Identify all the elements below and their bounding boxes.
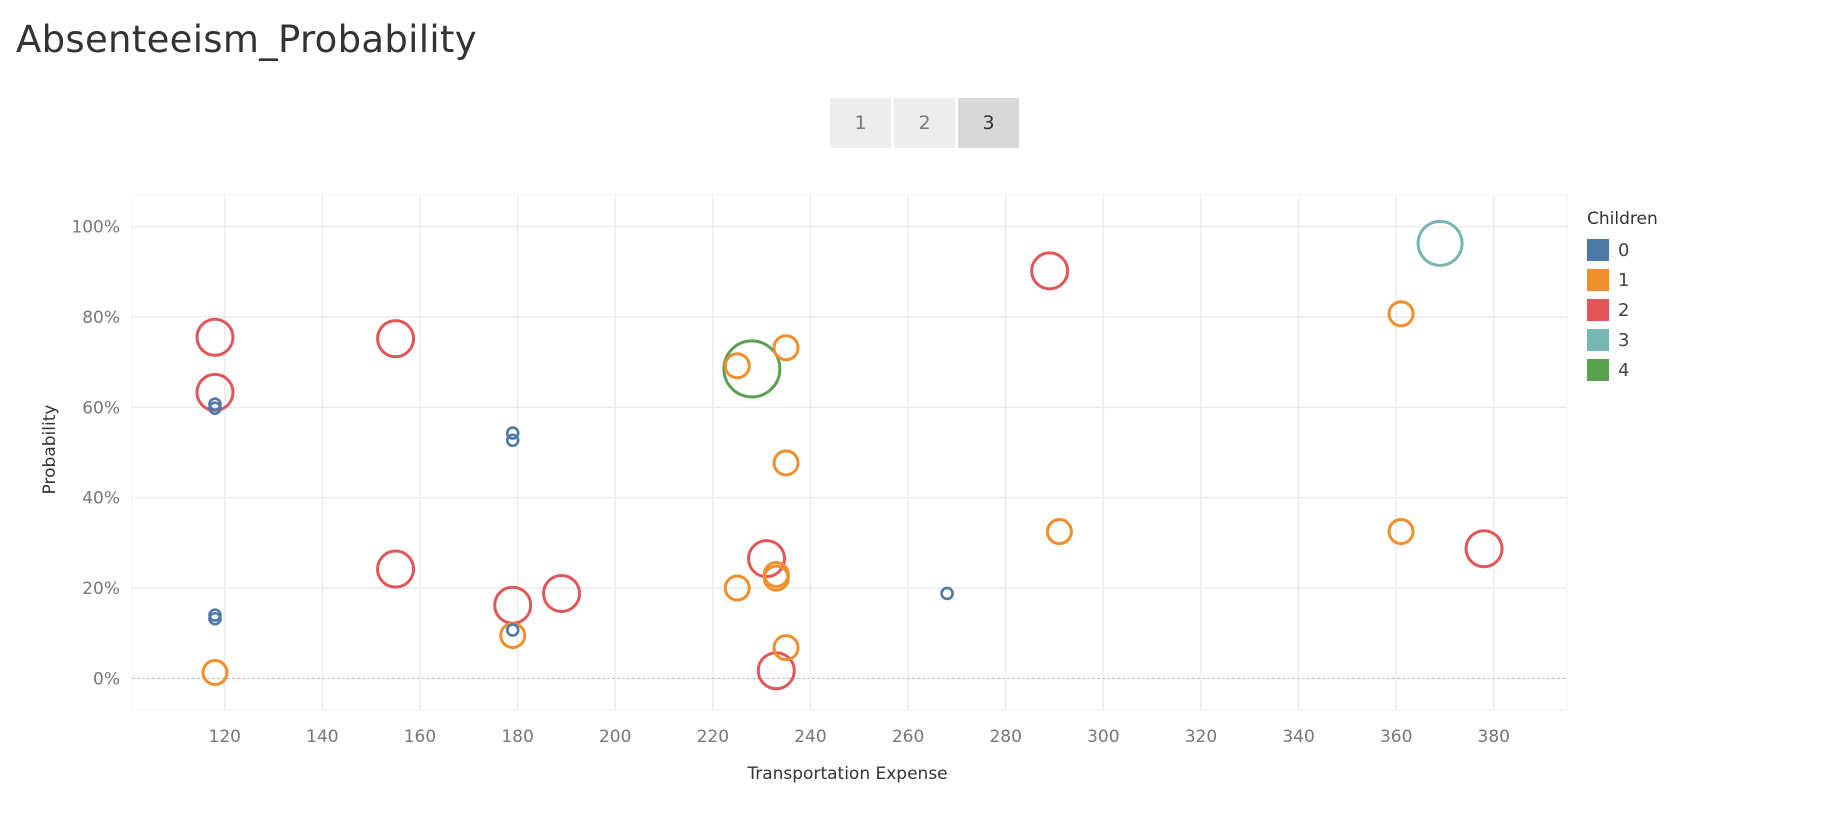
legend-item-2[interactable]: 2 [1587,295,1658,325]
data-point [772,634,800,662]
data-point [505,433,520,448]
data-point [201,659,229,687]
data-point [505,623,520,637]
x-tick-label: 200 [599,727,631,747]
x-tick-label: 320 [1185,727,1217,747]
data-point [722,339,782,399]
y-tick-label: 20% [82,579,120,599]
y-tick-label: 0% [93,669,120,689]
data-point [772,334,800,362]
x-tick-label: 240 [794,727,826,747]
data-point [542,573,582,613]
data-point [505,426,520,440]
legend-label-2: 2 [1618,299,1630,321]
legend-swatch-4 [1587,359,1609,381]
legend-label-3: 3 [1618,329,1630,351]
x-tick-label: 360 [1380,727,1412,747]
legend-title: Children [1587,209,1658,229]
page-title: Absenteeism_Probability [16,18,477,61]
data-point [1416,219,1464,267]
data-point [940,586,954,601]
y-tick-label: 60% [82,398,120,418]
legend-label-4: 4 [1618,359,1630,381]
legend: Children 0 1 2 3 4 [1587,209,1658,385]
data-point [1464,529,1504,569]
x-tick-label: 340 [1282,727,1314,747]
legend-swatch-3 [1587,329,1609,351]
data-point [195,372,235,412]
x-tick-label: 380 [1478,727,1510,747]
page-selector: 1 2 3 [830,98,1019,148]
data-point [493,585,533,625]
data-point [723,574,751,602]
x-tick-label: 180 [501,727,533,747]
page-3-button[interactable]: 3 [958,98,1019,148]
page-2-button[interactable]: 2 [894,98,955,148]
legend-item-4[interactable]: 4 [1587,355,1658,385]
y-tick-label: 100% [71,218,120,238]
page-1-button[interactable]: 1 [830,98,891,148]
legend-swatch-0 [1587,239,1609,261]
data-point [1030,251,1070,291]
x-axis-title: Transportation Expense [746,764,947,784]
x-tick-label: 120 [209,727,241,747]
legend-label-1: 1 [1618,269,1630,291]
data-point [1045,518,1073,546]
x-tick-label: 260 [892,727,924,747]
legend-swatch-2 [1587,299,1609,321]
data-point [762,564,790,592]
data-point [376,549,416,589]
data-point [208,401,222,416]
data-point [195,317,235,357]
legend-item-3[interactable]: 3 [1587,325,1658,355]
legend-item-1[interactable]: 1 [1587,265,1658,295]
data-point [376,319,416,359]
data-point [747,539,787,579]
y-tick-label: 40% [82,489,120,509]
data-point [208,397,222,411]
x-tick-label: 280 [989,727,1021,747]
y-axis-title: Probability [40,405,60,495]
data-point [723,352,751,380]
x-tick-label: 140 [306,727,338,747]
legend-item-0[interactable]: 0 [1587,235,1658,265]
data-point [208,611,222,626]
plot-area [131,194,1568,711]
legend-label-0: 0 [1618,239,1630,261]
data-point [1387,300,1415,328]
data-point [772,449,800,477]
data-point [1387,518,1415,546]
x-tick-label: 220 [697,727,729,747]
x-tick-label: 300 [1087,727,1119,747]
legend-swatch-1 [1587,269,1609,291]
x-tick-label: 160 [404,727,436,747]
y-tick-label: 80% [82,308,120,328]
